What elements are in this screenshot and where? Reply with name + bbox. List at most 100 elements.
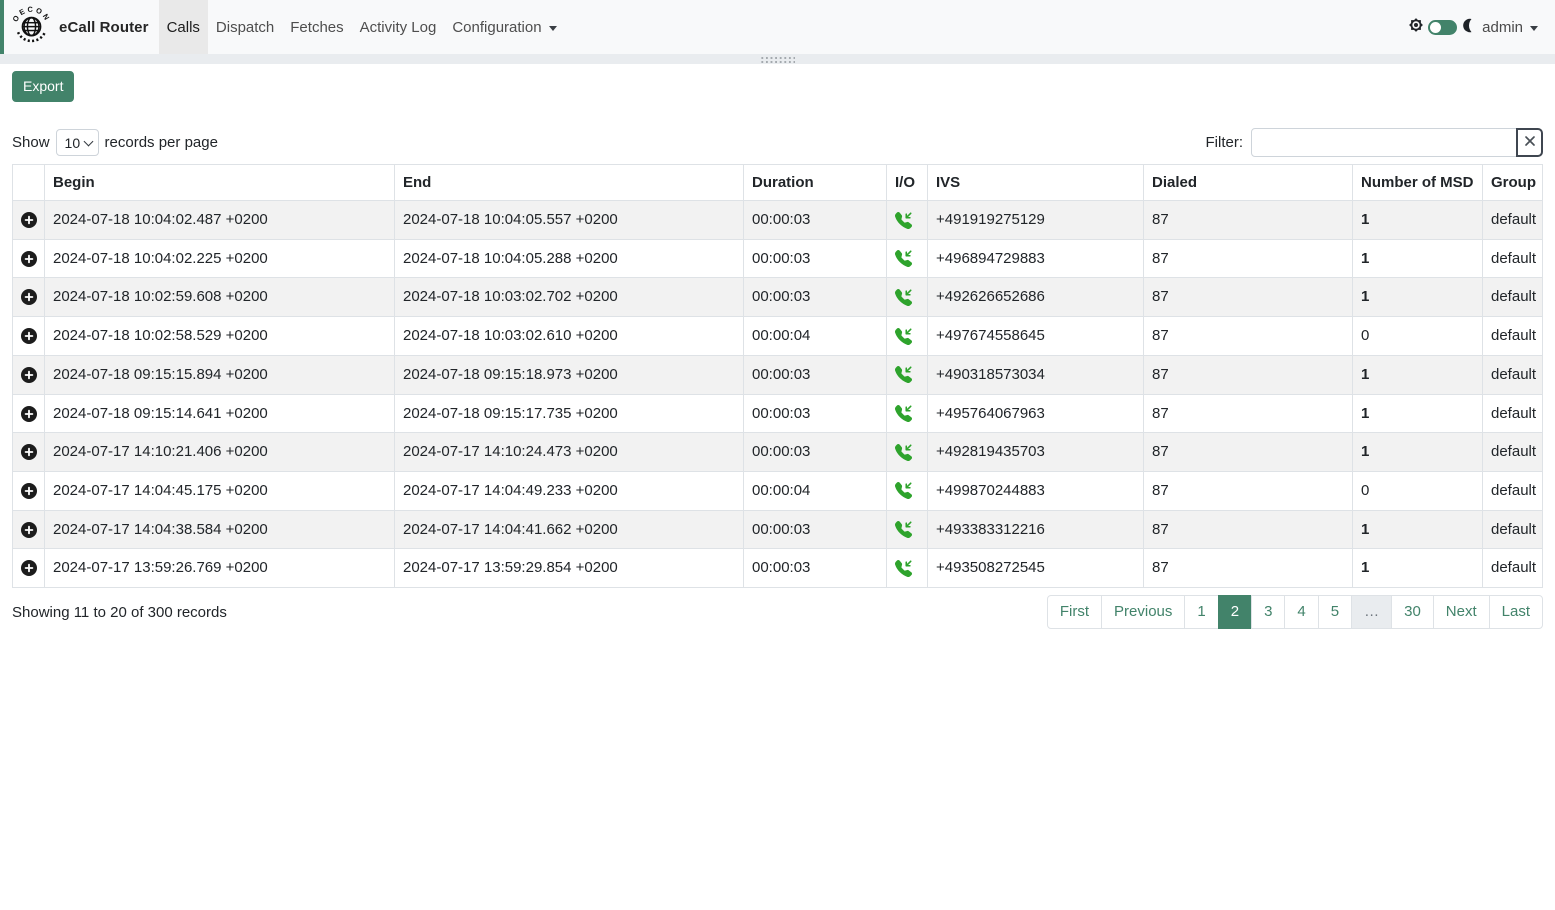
end-cell: 2024-07-17 14:10:24.473 +0200 [394, 432, 744, 472]
msd-cell: 1 [1352, 509, 1483, 550]
page-item-: … [1351, 595, 1393, 630]
calls-table-header: Begin End Duration I/O IVS Dialed Number of MS… [12, 164, 1543, 201]
dialed-cell: 87 [1143, 393, 1353, 434]
incoming-call-icon [894, 327, 913, 345]
records-summary: Showing 11 to 20 of 300 records [12, 603, 227, 621]
group-cell: default [1482, 238, 1543, 279]
user-menu[interactable]: admin [1482, 19, 1538, 36]
expand-row-button[interactable] [21, 482, 37, 502]
expand-cell [12, 354, 45, 395]
duration-cell: 00:00:03 [743, 238, 887, 279]
nav-item-activity-log[interactable]: Activity Log [359, 18, 437, 36]
plus-circle-icon [21, 482, 37, 502]
page-length-prefix: Show [12, 134, 50, 151]
svg-text:OECON: OECON [11, 5, 52, 23]
pagination-button[interactable]: Next [1432, 595, 1490, 630]
end-cell: 2024-07-18 10:04:05.288 +0200 [394, 238, 744, 279]
io-cell [886, 509, 928, 550]
clear-x-icon [1524, 135, 1536, 150]
pagination-button[interactable]: First [1046, 595, 1103, 630]
page-length-select[interactable]: 10 [55, 129, 99, 156]
end-cell: 2024-07-17 14:04:49.233 +0200 [394, 470, 744, 511]
io-cell [886, 470, 928, 511]
expand-cell [12, 432, 45, 472]
pagination-button[interactable]: 4 [1284, 595, 1319, 630]
nav-item-dispatch[interactable]: Dispatch [215, 18, 275, 36]
expand-row-button[interactable] [21, 289, 37, 306]
group-cell: default [1482, 316, 1543, 356]
msd-cell: 1 [1352, 277, 1483, 318]
msd-cell: 1 [1352, 548, 1483, 589]
begin-cell: 2024-07-18 10:04:02.225 +0200 [44, 238, 395, 279]
table-row: 2024-07-17 13:59:26.769 +0200 2024-07-17… [12, 548, 1543, 589]
msd-cell: 0 [1352, 316, 1483, 356]
nav-item-configuration[interactable]: Configuration [444, 0, 564, 54]
group-cell: default [1482, 200, 1543, 240]
expand-row-button[interactable] [21, 366, 37, 383]
duration-cell: 00:00:03 [743, 354, 887, 395]
dropdown-caret-icon [548, 25, 557, 31]
end-cell: 2024-07-18 10:03:02.610 +0200 [394, 316, 744, 356]
dialed-cell: 87 [1143, 509, 1353, 550]
nav-item-fetches[interactable]: Fetches [290, 18, 344, 36]
column-header-i-o: I/O [886, 164, 928, 201]
incoming-call-icon [894, 288, 913, 306]
ivs-cell: +492626652686 [927, 277, 1144, 318]
incoming-call-icon [894, 482, 913, 500]
main-nav: Calls Dispatch Fetches Activity Log Conf… [158, 0, 565, 54]
duration-cell: 00:00:03 [743, 393, 887, 434]
page-item-previous: Previous [1101, 595, 1186, 630]
export-button[interactable]: Export [12, 71, 75, 102]
table-row: 2024-07-17 14:10:21.406 +0200 2024-07-17… [12, 432, 1543, 472]
ivs-cell: +490318573034 [927, 354, 1144, 395]
pagination-button[interactable]: 1 [1184, 595, 1219, 630]
filter-label: Filter: [1205, 134, 1244, 151]
filter-clear-button[interactable] [1516, 128, 1543, 157]
page-length-select-wrap: 10 [55, 129, 99, 156]
group-cell: default [1482, 354, 1543, 395]
expand-row-button[interactable] [21, 405, 37, 422]
expand-row-button[interactable] [21, 328, 37, 345]
column-header-expand [12, 164, 45, 201]
expand-row-button[interactable] [21, 250, 37, 270]
msd-cell: 1 [1352, 432, 1483, 472]
brand-title: eCall Router [59, 18, 149, 36]
expand-row-button[interactable] [21, 521, 37, 538]
ivs-cell: +497674558645 [927, 316, 1144, 356]
begin-cell: 2024-07-18 10:02:59.608 +0200 [44, 277, 395, 318]
column-header-end: End [394, 164, 744, 201]
expand-row-button[interactable] [21, 212, 37, 229]
expand-row-button[interactable] [21, 560, 37, 577]
column-header-group: Group [1482, 164, 1543, 201]
page-item-5: 5 [1317, 595, 1353, 630]
end-cell: 2024-07-18 10:04:05.557 +0200 [394, 200, 744, 240]
end-cell: 2024-07-18 10:03:02.702 +0200 [394, 277, 744, 318]
incoming-call-icon [894, 211, 913, 229]
splitter-grip-handle[interactable] [760, 55, 795, 63]
pagination-button[interactable]: 5 [1317, 595, 1353, 630]
msd-cell: 1 [1352, 354, 1483, 395]
expand-row-button[interactable] [21, 444, 37, 461]
pagination-button[interactable]: Previous [1101, 595, 1186, 630]
brand[interactable]: OECON eCall Router [11, 0, 149, 54]
expand-cell [12, 238, 45, 279]
pagination-button[interactable]: 3 [1251, 595, 1286, 630]
filter-input[interactable] [1251, 128, 1517, 157]
end-cell: 2024-07-17 13:59:29.854 +0200 [394, 548, 744, 589]
pagination-button[interactable]: 2 [1217, 595, 1253, 630]
pagination-button[interactable]: Last [1488, 595, 1543, 630]
group-cell: default [1482, 393, 1543, 434]
plus-circle-icon [21, 250, 37, 270]
dialed-cell: 87 [1143, 354, 1353, 395]
table-controls: Show 10 records per page Filter: [12, 127, 1543, 158]
group-cell: default [1482, 509, 1543, 550]
page-item-4: 4 [1284, 595, 1319, 630]
begin-cell: 2024-07-18 10:02:58.529 +0200 [44, 316, 395, 356]
main-content: Export Show 10 records per page Filter: [0, 64, 1555, 630]
theme-toggle[interactable] [1428, 19, 1458, 35]
nav-item-calls[interactable]: Calls [158, 0, 208, 54]
begin-cell: 2024-07-17 14:10:21.406 +0200 [44, 432, 395, 472]
expand-cell [12, 393, 45, 434]
duration-cell: 00:00:04 [743, 470, 887, 511]
pagination-button[interactable]: 30 [1391, 595, 1434, 630]
